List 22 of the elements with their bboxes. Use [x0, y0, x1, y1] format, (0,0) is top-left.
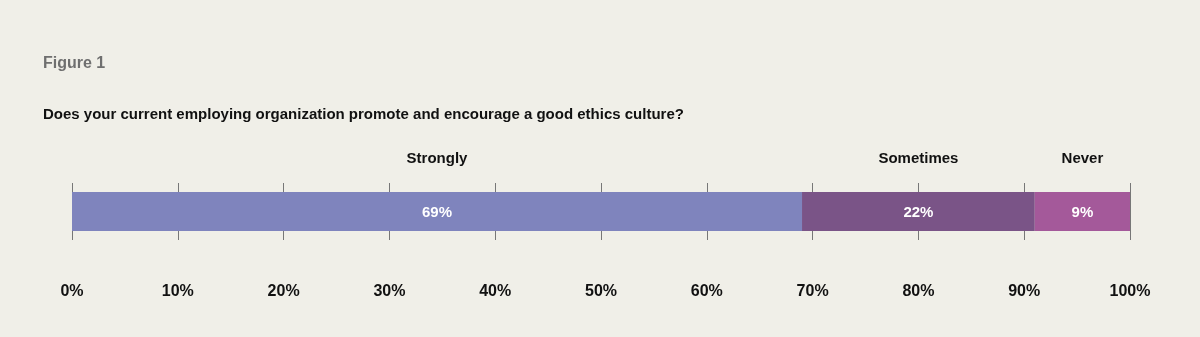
x-tick-label: 60% [690, 281, 723, 299]
x-tick-label: 40% [479, 281, 512, 299]
x-tick-label: 20% [267, 281, 300, 299]
x-tick-label: 90% [1008, 281, 1041, 299]
bar [802, 192, 1035, 231]
x-tick-label: 50% [584, 281, 618, 299]
x-tick-label: 70% [796, 281, 829, 299]
x-tick-label: 0% [60, 281, 84, 299]
series-label: Strongly [406, 149, 469, 166]
chart-subtitle: Does your current employing organization promote and encourage a good ethics culture? [43, 105, 684, 122]
data-label: 69% [421, 203, 453, 220]
x-tick-label: 80% [902, 281, 935, 299]
data-label: 22% [903, 203, 934, 220]
series-label: Never [1061, 149, 1104, 166]
x-tick-label: 10% [161, 281, 194, 299]
bar [72, 192, 803, 231]
bar [1034, 192, 1130, 231]
chart-title: Figure 1 [43, 53, 106, 71]
data-label: 9% [1071, 203, 1094, 220]
x-tick-label: 30% [373, 281, 406, 299]
x-tick-label: 100% [1109, 281, 1151, 299]
series-label: Sometimes [878, 149, 959, 166]
